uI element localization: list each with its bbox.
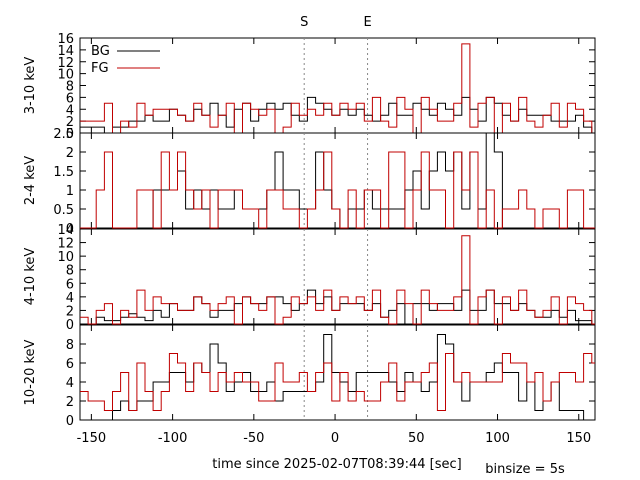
panel-frame bbox=[79, 132, 596, 229]
y-tick-label: 8 bbox=[66, 264, 74, 279]
y-tick-label: 0 bbox=[66, 222, 74, 237]
binsize-note: binsize = 5s bbox=[485, 462, 565, 477]
y-axis-label: 3-10 keV bbox=[23, 57, 38, 115]
y-tick-label: 4 bbox=[66, 103, 74, 118]
y-axis-label: 4-10 keV bbox=[23, 248, 38, 306]
marker-label: E bbox=[363, 15, 371, 30]
y-tick-label: 0 bbox=[66, 318, 74, 333]
series-line-bg bbox=[80, 289, 595, 325]
y-tick-label: 0 bbox=[66, 414, 74, 429]
x-tick-label: -50 bbox=[243, 431, 264, 446]
y-tick-label: 2.5 bbox=[53, 127, 74, 142]
y-tick-label: 6 bbox=[66, 357, 74, 372]
y-tick-label: 16 bbox=[57, 32, 74, 47]
y-tick-label: 10 bbox=[57, 250, 74, 265]
y-tick-label: 6 bbox=[66, 91, 74, 106]
y-tick-label: 6 bbox=[66, 277, 74, 292]
series-line-fg bbox=[80, 43, 595, 134]
series-line-fg bbox=[80, 353, 595, 411]
series-line-fg bbox=[80, 151, 595, 229]
y-tick-label: 2 bbox=[66, 395, 74, 410]
x-axis-label: time since 2025-02-07T08:39:44 [sec] bbox=[212, 457, 461, 472]
y-tick-label: 8 bbox=[66, 338, 74, 353]
y-tick-label: 1.5 bbox=[53, 165, 74, 180]
panel-frame bbox=[79, 228, 596, 325]
x-tick-label: 0 bbox=[331, 431, 339, 446]
y-tick-label: 4 bbox=[66, 291, 74, 306]
panel-frame bbox=[79, 324, 596, 421]
x-tick-label: 50 bbox=[408, 431, 425, 446]
legend-label: BG bbox=[91, 44, 110, 59]
x-tick-label: 150 bbox=[566, 431, 591, 446]
series-line-bg bbox=[80, 132, 595, 229]
y-tick-label: 10 bbox=[57, 68, 74, 83]
y-tick-label: 2 bbox=[66, 146, 74, 161]
y-tick-label: 4 bbox=[66, 376, 74, 391]
y-tick-label: 0.5 bbox=[53, 203, 74, 218]
y-tick-label: 12 bbox=[57, 237, 74, 252]
marker-label: S bbox=[300, 15, 308, 30]
x-tick-label: -150 bbox=[77, 431, 107, 446]
legend-label: FG bbox=[91, 61, 109, 76]
y-tick-label: 12 bbox=[57, 56, 74, 71]
series-line-bg bbox=[80, 334, 595, 421]
y-axis-label: 10-20 keV bbox=[23, 339, 38, 405]
y-tick-label: 8 bbox=[66, 80, 74, 95]
y-tick-label: 2 bbox=[66, 115, 74, 130]
y-tick-label: 0 bbox=[66, 127, 74, 142]
x-tick-label: 100 bbox=[485, 431, 510, 446]
y-tick-label: 14 bbox=[57, 44, 74, 59]
x-tick-label: -100 bbox=[158, 431, 188, 446]
series-line-fg bbox=[80, 235, 595, 325]
panel-frame bbox=[79, 37, 596, 134]
y-tick-label: 1 bbox=[66, 184, 74, 199]
y-axis-label: 2-4 keV bbox=[23, 156, 38, 205]
y-tick-label: 2 bbox=[66, 304, 74, 319]
y-tick-label: 14 bbox=[57, 223, 74, 238]
